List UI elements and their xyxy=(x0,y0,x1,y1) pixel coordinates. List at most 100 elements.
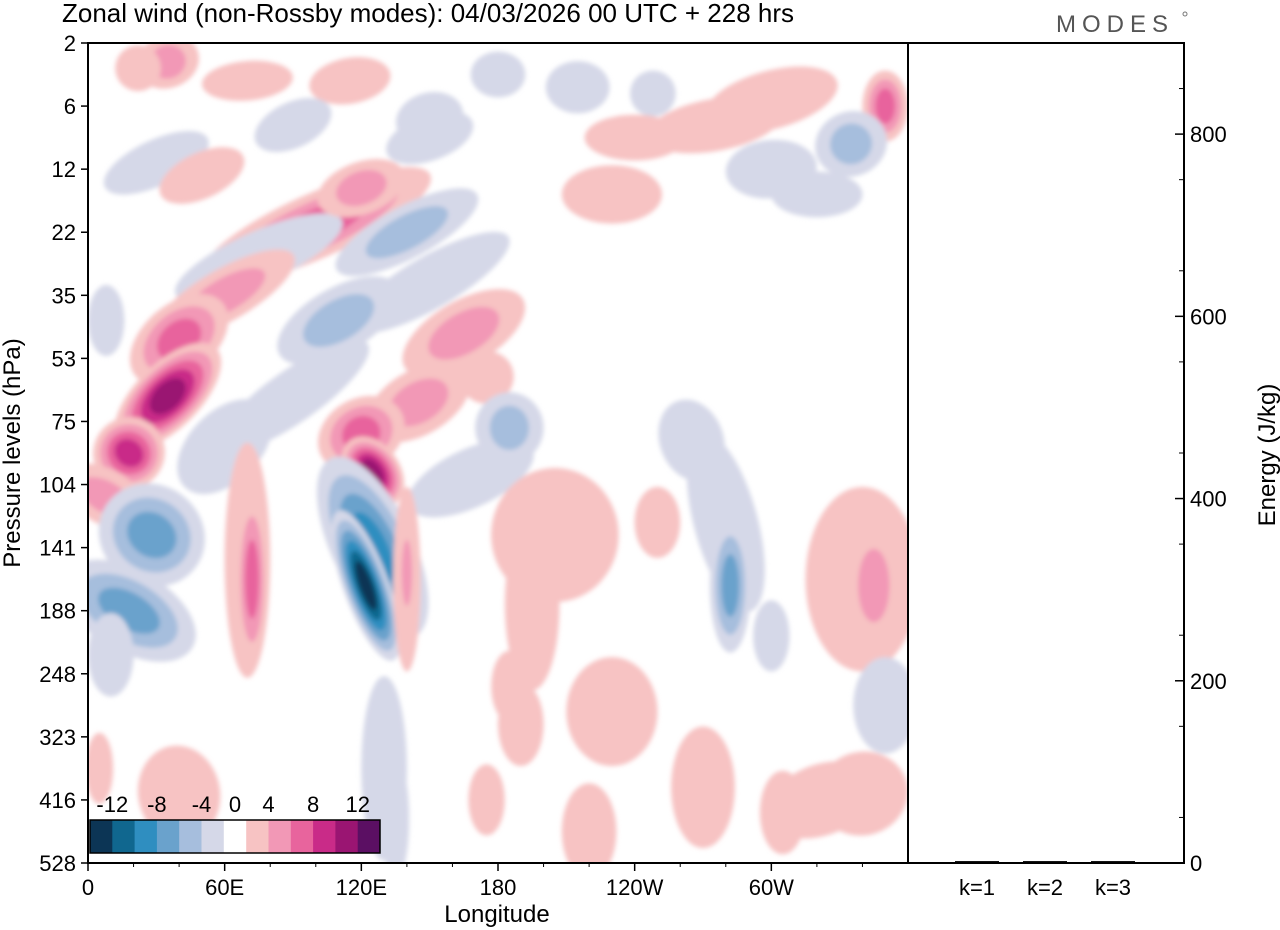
contour-patch xyxy=(98,587,160,634)
contour-patch xyxy=(355,560,377,611)
contour-patch xyxy=(489,405,529,450)
contour-patch xyxy=(254,97,332,153)
y-tick-label: 141 xyxy=(39,536,76,561)
y-tick-label: 188 xyxy=(39,599,76,624)
x-tick-label: 0 xyxy=(82,875,94,900)
colorbar-label: 12 xyxy=(345,792,369,817)
contour-patch xyxy=(388,378,449,427)
colorbar-swatch xyxy=(223,820,247,853)
colorbar-label: 4 xyxy=(262,792,274,817)
contour-patch xyxy=(470,51,526,98)
contour-patch xyxy=(875,88,896,124)
energy-category-label: k=1 xyxy=(959,875,995,900)
y-tick-label: 75 xyxy=(52,409,76,434)
energy-tick-label: 0 xyxy=(1190,851,1202,876)
chart-title: Zonal wind (non-Rossby modes): 04/03/202… xyxy=(62,0,794,28)
energy-category-label: k=2 xyxy=(1027,875,1063,900)
contour-patch xyxy=(381,758,410,863)
y-tick-label: 6 xyxy=(64,94,76,119)
contour-patch xyxy=(646,96,782,154)
x-tick-label: 120W xyxy=(606,875,664,900)
contour-patch xyxy=(561,783,617,863)
contour-patch xyxy=(545,61,610,114)
contour-patch xyxy=(459,351,514,404)
contour-patch xyxy=(88,285,125,356)
contour-patch xyxy=(504,518,560,691)
y-tick-label: 53 xyxy=(52,346,76,371)
contour-patch xyxy=(671,726,735,849)
colorbar-swatch xyxy=(112,820,135,853)
colorbar-frame xyxy=(89,819,381,854)
contour-patch xyxy=(753,600,790,672)
longitude-axis: 0 60E 120E 180 120W 60W xyxy=(82,863,863,900)
contour-patch xyxy=(88,613,134,697)
energy-tick-label: 400 xyxy=(1190,487,1227,512)
contour-patch xyxy=(159,147,245,204)
y-tick-label: 248 xyxy=(39,662,76,687)
y-tick-label: 2 xyxy=(64,31,76,56)
contour-patch xyxy=(759,770,806,855)
contour-patch xyxy=(395,91,464,146)
pressure-axis: 2 6 12 22 35 53 75 104 141 188 248 323 416 528 xyxy=(39,31,88,876)
x-tick-label: 180 xyxy=(480,875,517,900)
colorbar-swatch xyxy=(156,820,180,853)
colorbar-swatch xyxy=(90,820,113,853)
colorbar-label: -8 xyxy=(147,792,167,817)
contour-patch xyxy=(401,539,413,606)
contour-patch xyxy=(149,378,186,415)
energy-tick-label: 600 xyxy=(1190,304,1227,329)
contour-patch xyxy=(817,751,908,836)
y-axis-label: Pressure levels (hPa) xyxy=(0,338,26,567)
colorbar-swatch xyxy=(290,820,314,853)
colorbar-swatch xyxy=(357,820,381,853)
contour-patch xyxy=(428,306,500,360)
contour-patch xyxy=(201,60,293,101)
contour-patch xyxy=(561,165,663,224)
contour-patch xyxy=(559,474,596,533)
colorbar-swatch xyxy=(268,820,292,853)
colorbar-label: -12 xyxy=(96,792,128,817)
y-tick-label: 35 xyxy=(52,283,76,308)
energy-tick-label: 800 xyxy=(1190,122,1227,147)
colorbar-swatch xyxy=(313,820,336,853)
contour-patch xyxy=(336,170,387,207)
colorbar-label: 8 xyxy=(307,792,319,817)
energy-axis: 0 200 400 600 800 xyxy=(1175,88,1227,876)
energy-bars xyxy=(955,861,1135,864)
x-tick-label: 120E xyxy=(336,875,387,900)
heatmap-panel xyxy=(87,42,909,864)
y-tick-label: 12 xyxy=(52,157,76,182)
energy-bar xyxy=(955,861,999,864)
contour-patch xyxy=(721,554,740,617)
energy-bar xyxy=(1091,861,1135,864)
contour-patch xyxy=(566,657,658,767)
contour-patch xyxy=(103,131,209,195)
contour-patch xyxy=(245,539,259,619)
colorbar-label: -4 xyxy=(192,792,212,817)
contour-patch xyxy=(114,438,144,468)
modes-logo: MODES xyxy=(1056,11,1174,38)
energy-category-label: k=3 xyxy=(1095,875,1131,900)
x-axis-label: Longitude xyxy=(444,901,549,928)
contour-patch xyxy=(830,123,873,165)
colorbar-label: 0 xyxy=(229,792,241,817)
contour-patch xyxy=(491,650,528,722)
energy-axis-label: Energy (J/kg) xyxy=(1254,384,1280,527)
contour-patch xyxy=(658,399,725,482)
energy-tick-label: 200 xyxy=(1190,669,1227,694)
colorbar-swatch xyxy=(246,820,269,853)
y-tick-label: 323 xyxy=(39,725,76,750)
colorbar-swatch xyxy=(201,820,225,853)
x-tick-label: 60W xyxy=(749,875,794,900)
colorbar-swatch xyxy=(335,820,359,853)
contour-patch xyxy=(468,764,505,836)
contour-patch xyxy=(309,57,391,105)
contour-patch xyxy=(303,294,375,347)
contour-patch xyxy=(137,745,221,842)
contour-patch xyxy=(115,45,161,92)
contour-patch xyxy=(127,511,177,559)
y-tick-label: 416 xyxy=(39,788,76,813)
contour-patch xyxy=(853,657,908,754)
colorbar-swatch xyxy=(134,820,158,853)
